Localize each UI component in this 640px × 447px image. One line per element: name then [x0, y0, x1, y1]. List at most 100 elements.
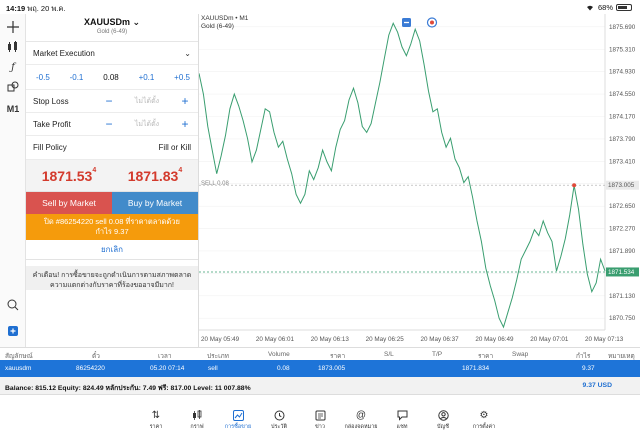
- order-entry-dot: [572, 183, 577, 188]
- col-volume: Volume: [268, 351, 290, 358]
- status-bar: 14:19 พฤ. 20 พ.ค. 68%: [0, 0, 640, 14]
- balance-summary: Balance: 815.12 Equity: 824.49 หลักประกั…: [5, 385, 251, 392]
- x-tick-label: 20 May 06:25: [366, 336, 405, 343]
- volume-stepper: -0.5 -0.1 0.08 +0.1 +0.5: [26, 65, 198, 90]
- tab-chat[interactable]: แชท: [382, 405, 423, 447]
- tab-history-label: ประวัติ: [270, 424, 288, 430]
- tab-settings[interactable]: ⚙ การตั้งค่า: [464, 405, 505, 447]
- x-tick-label: 20 May 06:01: [256, 336, 295, 343]
- price-chart[interactable]: 1875.690 1875.310 1874.930 1874.550 1874.170…: [198, 14, 640, 347]
- tab-account[interactable]: บัญชี: [423, 405, 464, 447]
- crosshair-icon[interactable]: [6, 20, 20, 34]
- current-price-tag: 1871.534: [608, 269, 635, 276]
- order-panel: XAUUSDm ⌄ Gold (6-49) Market Execution ⌄…: [26, 14, 199, 347]
- order-price-tag-bg: [606, 180, 639, 190]
- execution-label: Market Execution: [33, 48, 95, 58]
- objects-icon[interactable]: [6, 80, 20, 94]
- trade-buttons: Sell by Market Buy by Market: [26, 192, 198, 214]
- row-profit: 9.37: [582, 365, 595, 372]
- tab-history[interactable]: ประวัติ: [259, 405, 300, 447]
- volume-plus-01[interactable]: +0.1: [138, 72, 155, 82]
- close-position-line1: ปิด #86254220 sell 0.08 ที่ราคาตลาดด้วย: [44, 217, 180, 226]
- account-icon: [423, 408, 464, 422]
- row-price: 1871.834: [462, 365, 490, 372]
- stop-loss-plus-button[interactable]: +: [181, 94, 189, 108]
- tab-mailbox[interactable]: @ กล่องจดหมาย: [341, 405, 382, 447]
- execution-warning: คำเตือน! การซื้อขายจะถูกดำเนินการตามสภาพ…: [26, 266, 198, 290]
- indicators-icon[interactable]: [6, 40, 20, 54]
- tab-quotes[interactable]: ⇅ ราคา: [136, 405, 177, 447]
- new-order-icon[interactable]: [6, 324, 20, 338]
- tab-trade-label: การซื้อขาย: [224, 424, 252, 430]
- order-price-tag: 1873.005: [608, 182, 635, 189]
- price-chart-svg: 1875.690 1875.310 1874.930 1874.550 1874.170…: [198, 14, 639, 343]
- bid-price: 1871.534: [41, 166, 97, 184]
- tab-chart[interactable]: กราฟ: [177, 405, 218, 447]
- price-series-line: [198, 22, 606, 329]
- tab-quotes-label: ราคา: [149, 424, 163, 430]
- y-tick-label: 1871.890: [609, 248, 636, 255]
- col-price: ราคา: [478, 353, 494, 360]
- volume-minus-05[interactable]: -0.5: [36, 72, 50, 82]
- zoom-icon[interactable]: [6, 298, 20, 312]
- volume-value[interactable]: 0.08: [103, 72, 119, 82]
- status-right: 68%: [585, 3, 632, 12]
- fill-policy-row[interactable]: Fill Policy Fill or Kill: [26, 136, 198, 160]
- take-profit-minus-button[interactable]: −: [105, 117, 113, 131]
- execution-select[interactable]: Market Execution ⌄: [26, 42, 198, 65]
- col-time: เวลา: [158, 353, 172, 360]
- total-profit: 9.37 USD: [582, 382, 612, 389]
- bottom-tab-bar: ⇅ ราคา กราฟ การซื้อขาย ประวัติ ข่าว @ กล…: [0, 405, 640, 447]
- chart-symbol-line: XAUUSDm • M1: [201, 15, 249, 22]
- timeframe-button[interactable]: M1: [6, 104, 20, 114]
- account-balance-bar: Balance: 815.12 Equity: 824.49 หลักประกั…: [0, 377, 640, 395]
- tab-chart-label: กราฟ: [190, 424, 204, 430]
- x-tick-label: 20 May 07:01: [530, 336, 569, 343]
- stop-loss-row: Stop Loss − ไม่ได้ตั้ง +: [26, 90, 198, 113]
- symbol-desc: Gold (6-49): [96, 29, 128, 35]
- col-tp: T/P: [432, 351, 443, 358]
- calendar-event-icon: [426, 17, 438, 28]
- close-position-line2: กำไร 9.37: [95, 227, 129, 236]
- chat-icon: [382, 408, 423, 422]
- col-open-price: ราคา: [330, 353, 346, 360]
- symbol-selector[interactable]: XAUUSDm ⌄ Gold (6-49): [26, 14, 198, 42]
- row-type: sell: [208, 365, 218, 372]
- y-tick-label: 1870.750: [609, 315, 636, 322]
- col-profit: กำไร: [576, 353, 591, 360]
- cancel-button[interactable]: ยกเลิก: [26, 240, 198, 260]
- take-profit-input[interactable]: ไม่ได้ตั้ง: [134, 120, 160, 128]
- table-row[interactable]: xauusdm 86254220 05.20 07:14 sell 0.08 1…: [0, 360, 640, 377]
- col-symbol: สัญลักษณ์: [5, 353, 33, 360]
- volume-minus-01[interactable]: -0.1: [69, 72, 84, 82]
- battery-icon: [616, 4, 632, 11]
- sell-by-market-button[interactable]: Sell by Market: [26, 192, 112, 214]
- stop-loss-label: Stop Loss: [33, 96, 69, 106]
- y-tick-label: 1873.410: [609, 158, 636, 165]
- candles-icon: [177, 408, 218, 422]
- function-icon[interactable]: ƒ: [11, 61, 15, 73]
- y-tick-label: 1872.270: [609, 226, 636, 233]
- tab-news[interactable]: ข่าว: [300, 405, 341, 447]
- tab-mailbox-label: กล่องจดหมาย: [344, 424, 378, 430]
- stop-loss-minus-button[interactable]: −: [105, 94, 113, 108]
- chart-header: XAUUSDm • M1 Gold (6-49): [201, 15, 248, 31]
- close-position-button[interactable]: ปิด #86254220 sell 0.08 ที่ราคาตลาดด้วย …: [26, 214, 198, 240]
- x-tick-label: 20 May 05:49: [201, 336, 240, 343]
- take-profit-row: Take Profit − ไม่ได้ตั้ง +: [26, 113, 198, 136]
- tab-trade[interactable]: การซื้อขาย: [218, 405, 259, 447]
- row-symbol: xauusdm: [5, 365, 32, 372]
- news-icon: [300, 408, 341, 422]
- chart-symbol-desc: Gold (6-49): [201, 23, 234, 30]
- volume-plus-05[interactable]: +0.5: [174, 72, 190, 82]
- take-profit-label: Take Profit: [33, 119, 71, 129]
- current-price-tag-bg: [606, 267, 639, 277]
- row-open-price: 1873.005: [318, 365, 346, 372]
- buy-by-market-button[interactable]: Buy by Market: [112, 192, 198, 214]
- stop-loss-input[interactable]: ไม่ได้ตั้ง: [134, 97, 160, 105]
- chart-tools-rail: ƒ M1: [0, 14, 26, 347]
- y-tick-label: 1874.550: [609, 91, 636, 98]
- take-profit-plus-button[interactable]: +: [181, 117, 189, 131]
- status-date: พฤ. 20 พ.ค.: [27, 4, 66, 13]
- x-tick-label: 20 May 06:49: [475, 336, 514, 343]
